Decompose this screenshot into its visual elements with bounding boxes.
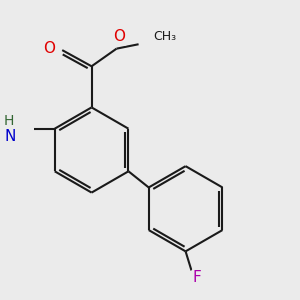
Text: H: H bbox=[4, 114, 14, 128]
Text: O: O bbox=[43, 41, 55, 56]
Text: N: N bbox=[5, 128, 16, 143]
Text: F: F bbox=[193, 270, 202, 285]
Text: O: O bbox=[113, 29, 125, 44]
Text: CH₃: CH₃ bbox=[153, 30, 176, 44]
